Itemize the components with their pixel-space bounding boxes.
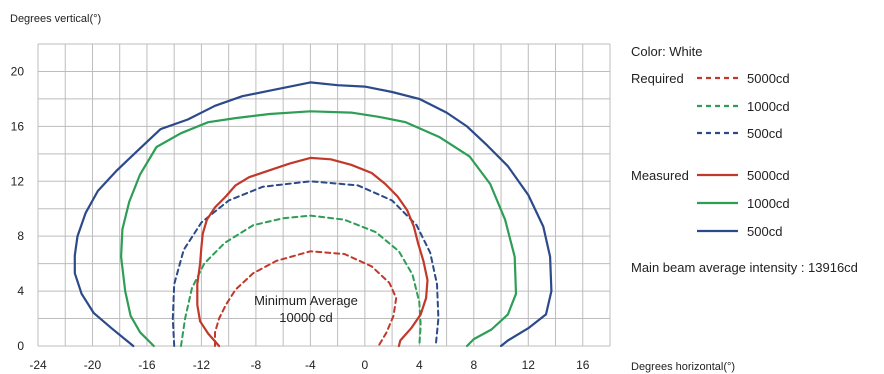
y-tick-label: 8 bbox=[17, 229, 24, 243]
y-axis-title: Degrees vertical(°) bbox=[10, 13, 101, 25]
y-tick-label: 4 bbox=[17, 284, 24, 298]
x-tick-label: -12 bbox=[193, 358, 211, 372]
legend-label-required-500cd: 500cd bbox=[747, 126, 782, 141]
x-tick-label: -4 bbox=[305, 358, 316, 372]
x-tick-label: 0 bbox=[362, 358, 369, 372]
legend-label-required-5000cd: 5000cd bbox=[747, 71, 790, 86]
series-layer bbox=[73, 81, 553, 348]
x-tick-label: 16 bbox=[576, 358, 590, 372]
x-axis-title: Degrees horizontal(°) bbox=[631, 361, 735, 373]
grid bbox=[37, 43, 611, 347]
legend-measured-label: Measured bbox=[631, 168, 689, 183]
series-required-1000cd bbox=[180, 214, 422, 347]
legend-required-label: Required bbox=[631, 71, 684, 86]
annotation-line-2: 10000 cd bbox=[279, 310, 333, 325]
legend-color-label: Color: White bbox=[631, 44, 703, 59]
series-required-5000cd bbox=[214, 250, 398, 347]
x-tick-label: -16 bbox=[138, 358, 156, 372]
series-measured-5000cd bbox=[196, 156, 429, 348]
series-measured-1000cd bbox=[120, 110, 518, 348]
legend-label-measured-5000cd: 5000cd bbox=[747, 168, 790, 183]
y-tick-label: 0 bbox=[17, 339, 24, 353]
legend-label-measured-1000cd: 1000cd bbox=[747, 196, 790, 211]
x-tick-label: 4 bbox=[416, 358, 423, 372]
y-tick-label: 12 bbox=[11, 174, 25, 188]
x-tick-label: -20 bbox=[84, 358, 102, 372]
x-tick-label: 8 bbox=[470, 358, 477, 372]
x-tick-label: 12 bbox=[522, 358, 536, 372]
legend: Color: White Required Measured 5000cd 100… bbox=[631, 44, 858, 275]
legend-label-required-1000cd: 1000cd bbox=[747, 99, 790, 114]
series-required-500cd bbox=[171, 180, 440, 347]
series-measured-500cd bbox=[73, 81, 553, 348]
y-tick-label: 20 bbox=[11, 64, 25, 78]
y-tick-label: 16 bbox=[11, 119, 25, 133]
legend-label-measured-500cd: 500cd bbox=[747, 224, 782, 239]
x-tick-label: -24 bbox=[29, 358, 47, 372]
x-tick-label: -8 bbox=[251, 358, 262, 372]
annotation-line-1: Minimum Average bbox=[254, 293, 358, 308]
tick-labels: -24 -20 -16 -12 -8 -4 0 4 8 12 16 0 4 8 12 16 20 bbox=[11, 64, 590, 372]
legend-main-beam-label: Main beam average intensity : 13916cd bbox=[631, 260, 858, 275]
